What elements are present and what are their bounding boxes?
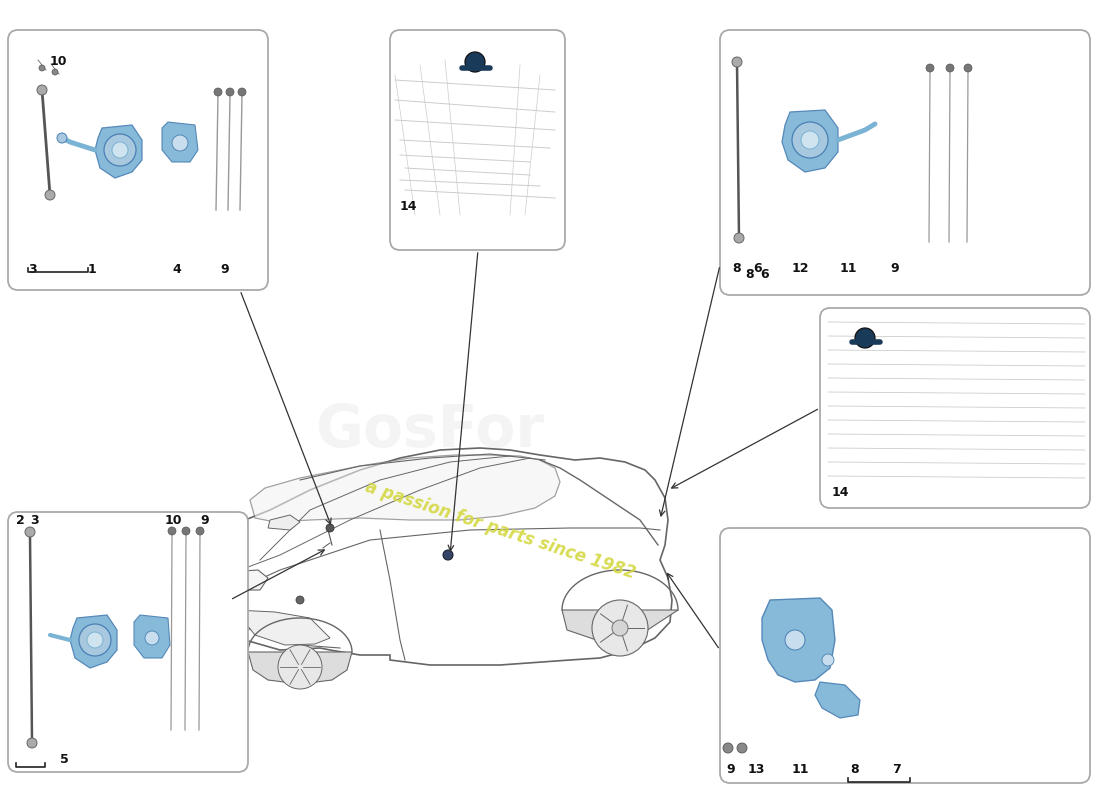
- FancyBboxPatch shape: [720, 30, 1090, 295]
- Circle shape: [112, 142, 128, 158]
- Polygon shape: [782, 110, 838, 172]
- Circle shape: [37, 85, 47, 95]
- Circle shape: [172, 135, 188, 151]
- Text: 10: 10: [50, 55, 67, 68]
- Circle shape: [79, 624, 111, 656]
- Text: 5: 5: [60, 753, 68, 766]
- Circle shape: [39, 65, 45, 71]
- Text: 3: 3: [30, 514, 38, 527]
- Circle shape: [612, 620, 628, 636]
- Circle shape: [723, 743, 733, 753]
- Circle shape: [214, 88, 222, 96]
- Polygon shape: [134, 615, 170, 658]
- Circle shape: [443, 550, 453, 560]
- Circle shape: [226, 88, 234, 96]
- Polygon shape: [162, 122, 198, 162]
- Circle shape: [785, 630, 805, 650]
- Circle shape: [296, 596, 304, 604]
- Circle shape: [792, 122, 828, 158]
- FancyBboxPatch shape: [8, 30, 268, 290]
- Circle shape: [801, 131, 820, 149]
- Text: 4: 4: [172, 263, 180, 276]
- Circle shape: [737, 743, 747, 753]
- Circle shape: [57, 133, 67, 143]
- Polygon shape: [268, 515, 300, 530]
- Circle shape: [278, 645, 322, 689]
- FancyBboxPatch shape: [8, 512, 248, 772]
- Text: 9: 9: [200, 514, 209, 527]
- Circle shape: [734, 233, 744, 243]
- Circle shape: [28, 738, 37, 748]
- Text: 6: 6: [760, 268, 769, 281]
- Polygon shape: [235, 610, 330, 645]
- Circle shape: [145, 631, 160, 645]
- Polygon shape: [248, 652, 352, 684]
- Text: a passion for parts since 1982: a passion for parts since 1982: [363, 478, 637, 582]
- Text: 13: 13: [748, 763, 766, 776]
- Circle shape: [104, 134, 136, 166]
- Circle shape: [946, 64, 954, 72]
- Text: 11: 11: [792, 763, 810, 776]
- Circle shape: [52, 69, 58, 75]
- FancyBboxPatch shape: [820, 308, 1090, 508]
- Polygon shape: [250, 455, 560, 522]
- Circle shape: [326, 524, 334, 532]
- Text: 3: 3: [28, 263, 36, 276]
- Circle shape: [855, 328, 875, 348]
- Circle shape: [87, 632, 103, 648]
- Circle shape: [592, 600, 648, 656]
- Circle shape: [196, 527, 204, 535]
- Circle shape: [45, 190, 55, 200]
- Text: 8: 8: [850, 763, 859, 776]
- Text: 12: 12: [791, 262, 808, 275]
- Polygon shape: [562, 610, 678, 648]
- Circle shape: [926, 64, 934, 72]
- Text: 8: 8: [745, 268, 754, 281]
- Circle shape: [822, 654, 834, 666]
- Circle shape: [168, 527, 176, 535]
- Text: 9: 9: [220, 263, 229, 276]
- Polygon shape: [70, 615, 117, 668]
- Text: 14: 14: [400, 200, 418, 213]
- Text: 11: 11: [839, 262, 857, 275]
- Polygon shape: [815, 682, 860, 718]
- Polygon shape: [214, 570, 268, 590]
- Text: 9: 9: [891, 262, 900, 275]
- Text: 8: 8: [733, 262, 741, 275]
- FancyBboxPatch shape: [720, 528, 1090, 783]
- Text: GosFor: GosFor: [316, 402, 544, 458]
- Text: 10: 10: [165, 514, 183, 527]
- Text: 1: 1: [88, 263, 97, 276]
- Circle shape: [182, 527, 190, 535]
- Polygon shape: [762, 598, 835, 682]
- Circle shape: [964, 64, 972, 72]
- Text: 2: 2: [16, 514, 24, 527]
- Circle shape: [25, 527, 35, 537]
- Text: 14: 14: [832, 486, 849, 499]
- Circle shape: [465, 52, 485, 72]
- Polygon shape: [95, 125, 142, 178]
- FancyBboxPatch shape: [390, 30, 565, 250]
- Circle shape: [732, 57, 742, 67]
- Circle shape: [238, 88, 246, 96]
- Text: 6: 6: [754, 262, 762, 275]
- Text: 7: 7: [892, 763, 901, 776]
- Text: 9: 9: [726, 763, 735, 776]
